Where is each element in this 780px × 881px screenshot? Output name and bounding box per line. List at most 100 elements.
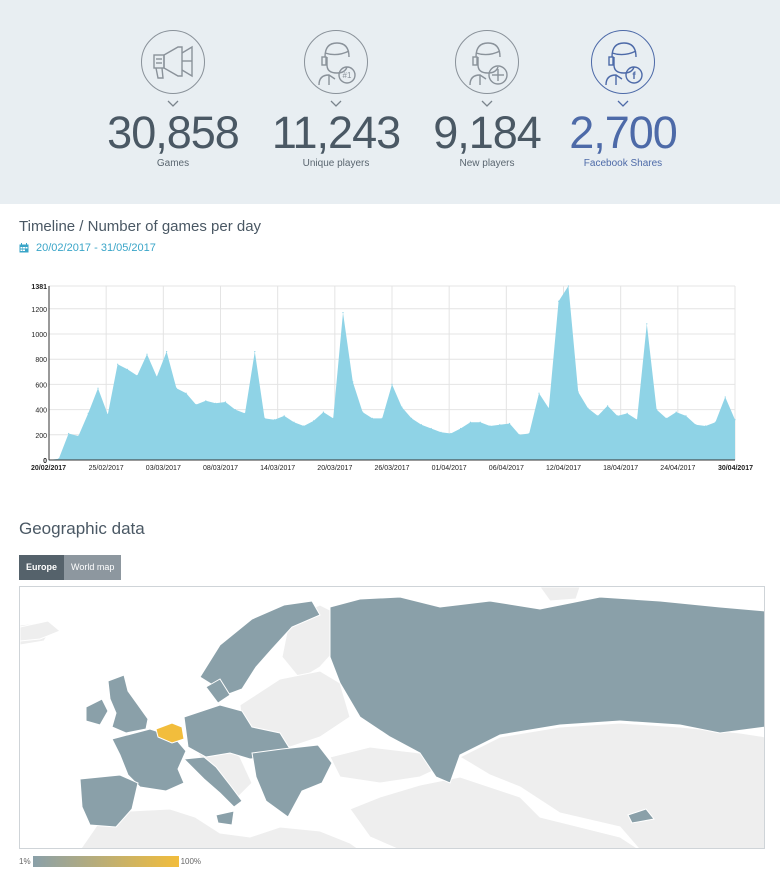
data-point	[107, 414, 109, 416]
data-point	[665, 417, 668, 419]
data-point	[166, 351, 168, 353]
facebook-shares-label: Facebook Shares	[583, 158, 663, 169]
games-count: 30,858	[107, 107, 240, 158]
x-tick-label: 20/02/2017	[31, 465, 66, 472]
iceland-country[interactable]	[20, 620, 61, 642]
data-point	[87, 412, 89, 414]
svalbard-landmass[interactable]	[539, 587, 581, 602]
data-point	[205, 400, 207, 402]
player-add-icon	[455, 30, 519, 94]
data-point	[126, 368, 128, 370]
belgium-country[interactable]	[155, 722, 185, 744]
facebook-shares-count: 2,700	[569, 107, 678, 158]
data-point	[607, 405, 609, 407]
map-legend: 1% 100%	[19, 856, 201, 867]
data-point	[371, 417, 373, 419]
data-point	[342, 312, 344, 314]
games-area-series	[49, 286, 735, 460]
data-point	[577, 391, 579, 393]
data-point	[734, 419, 736, 421]
data-point	[175, 387, 177, 389]
data-point	[626, 412, 628, 414]
data-point	[479, 421, 481, 423]
data-point	[58, 458, 60, 460]
megaphone-icon	[141, 30, 205, 94]
data-point	[460, 427, 462, 430]
player-facebook-icon: f	[591, 30, 655, 94]
x-tick-label: 14/03/2017	[260, 465, 295, 472]
legend-max: 100%	[180, 857, 202, 866]
data-point	[685, 415, 687, 417]
europe-map[interactable]	[19, 586, 765, 849]
y-tick-label: 800	[35, 357, 47, 364]
data-point	[430, 427, 432, 430]
data-point	[509, 422, 511, 425]
data-point	[264, 417, 266, 419]
svg-text:f: f	[632, 71, 636, 82]
data-point	[656, 409, 658, 411]
data-point	[695, 424, 697, 426]
data-point	[224, 401, 226, 403]
y-tick-label: 0	[43, 458, 47, 465]
data-point	[283, 415, 285, 417]
data-point	[293, 421, 295, 423]
stat-games: 30,858 Games	[93, 30, 253, 169]
italy-country[interactable]	[182, 756, 243, 808]
data-point	[234, 409, 236, 411]
data-point	[244, 412, 246, 414]
baltic-country[interactable]	[205, 678, 231, 704]
data-point	[646, 323, 648, 325]
stat-new-players: 9,184 New players	[407, 30, 567, 169]
y-tick-label: 1000	[31, 332, 47, 339]
tab-europe[interactable]: Europe	[19, 555, 65, 580]
y-tick-label: 200	[35, 433, 47, 440]
middle-east-landmass[interactable]	[349, 776, 640, 849]
data-point	[705, 425, 707, 427]
balkans-country[interactable]	[251, 744, 333, 818]
data-point	[401, 406, 403, 408]
russia-country[interactable]	[329, 596, 765, 784]
games-timeline-chart: 0 200 400 600 800 1000 1200 1381 20/02/2017 25/02…	[31, 284, 753, 472]
legend-gradient	[32, 856, 179, 867]
geo-title: Geographic data	[19, 519, 145, 538]
ireland-country[interactable]	[85, 698, 109, 726]
data-point	[313, 420, 315, 422]
data-point	[489, 425, 491, 427]
data-point	[77, 435, 79, 437]
data-point	[420, 424, 422, 426]
unique-players-count: 11,243	[271, 107, 401, 158]
new-players-count: 9,184	[433, 107, 542, 158]
data-point	[68, 432, 70, 435]
data-point	[450, 432, 452, 435]
x-tick-label: 18/04/2017	[603, 465, 638, 472]
date-range-text: 20/02/2017 - 31/05/2017	[36, 242, 156, 254]
data-point	[636, 419, 638, 421]
data-point	[724, 396, 726, 398]
data-point	[587, 407, 589, 409]
tab-world-map[interactable]: World map	[64, 555, 122, 580]
x-tick-label: 20/03/2017	[317, 465, 352, 472]
central-asia-landmass[interactable]	[458, 722, 765, 849]
data-point	[538, 392, 540, 394]
sicily-country[interactable]	[215, 810, 235, 826]
geo-tabs: Europe World map	[19, 555, 122, 580]
calendar-icon	[19, 243, 29, 253]
turkey-country[interactable]	[627, 808, 655, 824]
legend-min: 1%	[19, 857, 31, 866]
data-point	[273, 419, 275, 421]
chevron-down-icon	[330, 100, 342, 107]
data-point	[528, 432, 530, 435]
data-point	[156, 376, 158, 378]
date-range-picker[interactable]: 20/02/2017 - 31/05/2017	[19, 242, 156, 254]
data-point	[714, 421, 717, 423]
x-tick-label: 12/04/2017	[546, 465, 581, 472]
y-tick-label: 1381	[31, 284, 47, 291]
stats-panel: 30,858 Games #1 11,243 Unique players	[0, 0, 780, 204]
data-point	[616, 415, 619, 417]
iberia-country[interactable]	[79, 774, 139, 828]
data-point	[185, 392, 187, 394]
x-tick-label: 30/04/2017	[718, 465, 753, 472]
chevron-down-icon	[481, 100, 493, 107]
uk-country[interactable]	[107, 674, 149, 734]
data-point	[597, 415, 599, 417]
